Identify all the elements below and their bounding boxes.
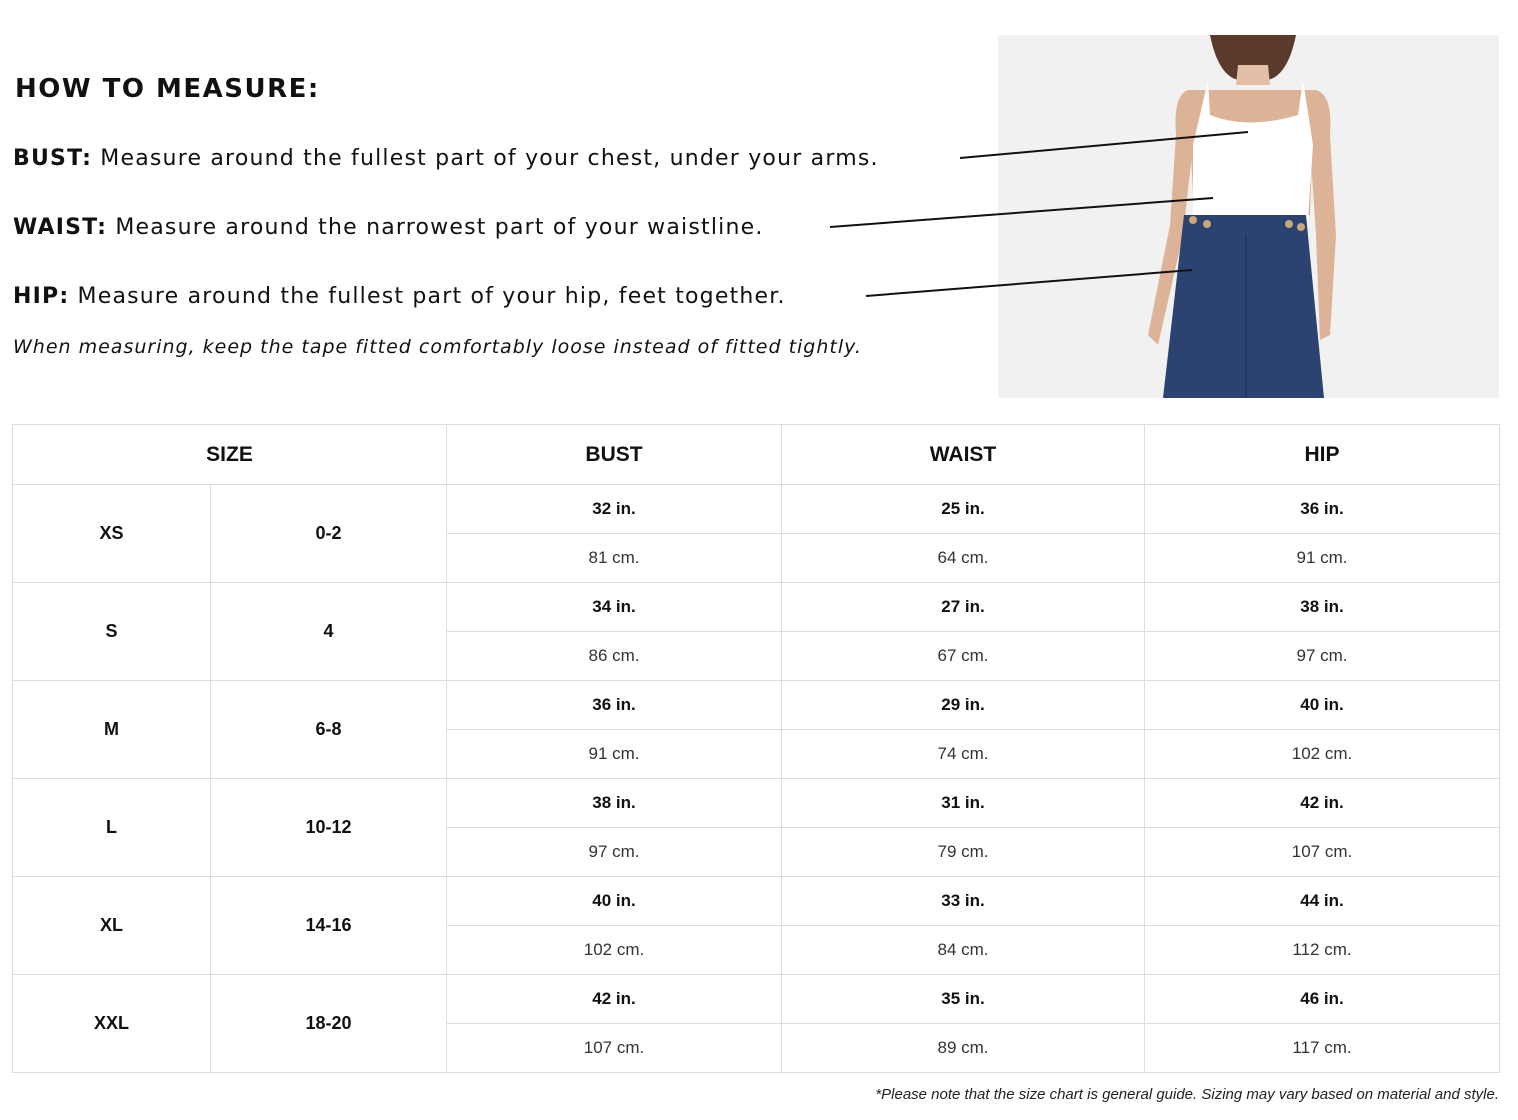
cell-hip-in: 36 in. bbox=[1144, 484, 1500, 534]
cell-size: S bbox=[12, 582, 211, 681]
model-photo bbox=[998, 35, 1499, 398]
cell-size: XS bbox=[12, 484, 211, 583]
guide-title: HOW TO MEASURE: bbox=[15, 74, 320, 104]
bust-text: Measure around the fullest part of your … bbox=[92, 146, 879, 171]
cell-hip-cm: 107 cm. bbox=[1144, 827, 1500, 877]
cell-waist-in: 35 in. bbox=[781, 974, 1145, 1024]
cell-waist-in: 31 in. bbox=[781, 778, 1145, 828]
cell-bust-cm: 102 cm. bbox=[446, 925, 782, 975]
cell-waist-in: 29 in. bbox=[781, 680, 1145, 730]
waist-text: Measure around the narrowest part of you… bbox=[107, 215, 764, 240]
table-row: 97 cm. 79 cm. 107 cm. bbox=[13, 827, 1500, 877]
cell-hip-cm: 117 cm. bbox=[1144, 1023, 1500, 1073]
cell-hip-in: 40 in. bbox=[1144, 680, 1500, 730]
cell-bust-in: 32 in. bbox=[446, 484, 782, 534]
cell-us: 10-12 bbox=[210, 778, 447, 877]
bust-label: BUST: bbox=[13, 146, 93, 171]
cell-waist-in: 27 in. bbox=[781, 582, 1145, 632]
table-row: XS 0-2 32 in. 25 in. 36 in. bbox=[12, 484, 1500, 583]
cell-waist-cm: 89 cm. bbox=[781, 1023, 1145, 1073]
table-row: 91 cm. 74 cm. 102 cm. bbox=[13, 729, 1500, 779]
cell-us: 0-2 bbox=[210, 484, 447, 583]
cell-waist-cm: 79 cm. bbox=[781, 827, 1145, 877]
cell-bust-cm: 81 cm. bbox=[446, 533, 782, 583]
cell-hip-in: 46 in. bbox=[1144, 974, 1500, 1024]
cell-hip-cm: 102 cm. bbox=[1144, 729, 1500, 779]
hip-instruction: HIP: Measure around the fullest part of … bbox=[13, 284, 786, 309]
hip-text: Measure around the fullest part of your … bbox=[69, 284, 786, 309]
cell-hip-in: 42 in. bbox=[1144, 778, 1500, 828]
cell-bust-cm: 107 cm. bbox=[446, 1023, 782, 1073]
cell-waist-in: 25 in. bbox=[781, 484, 1145, 534]
measuring-note: When measuring, keep the tape fitted com… bbox=[13, 336, 862, 358]
cell-bust-cm: 91 cm. bbox=[446, 729, 782, 779]
cell-hip-cm: 97 cm. bbox=[1144, 631, 1500, 681]
cell-waist-cm: 67 cm. bbox=[781, 631, 1145, 681]
cell-waist-cm: 64 cm. bbox=[781, 533, 1145, 583]
table-header-row: SIZE BUST WAIST HIP bbox=[12, 424, 1500, 485]
cell-bust-in: 34 in. bbox=[446, 582, 782, 632]
cell-bust-cm: 97 cm. bbox=[446, 827, 782, 877]
table-row: XL 14-16 40 in. 33 in. 44 in. bbox=[12, 876, 1500, 975]
cell-size: XL bbox=[12, 876, 211, 975]
cell-us: 14-16 bbox=[210, 876, 447, 975]
cell-us: 6-8 bbox=[210, 680, 447, 779]
cell-bust-in: 38 in. bbox=[446, 778, 782, 828]
table-row: XXL 18-20 42 in. 35 in. 46 in. bbox=[12, 974, 1500, 1073]
bust-instruction: BUST: Measure around the fullest part of… bbox=[13, 146, 879, 171]
table-row: 102 cm. 84 cm. 112 cm. bbox=[13, 925, 1500, 975]
header-bust: BUST bbox=[446, 424, 782, 485]
hip-label: HIP: bbox=[13, 284, 70, 309]
cell-hip-in: 44 in. bbox=[1144, 876, 1500, 926]
cell-waist-cm: 84 cm. bbox=[781, 925, 1145, 975]
cell-us: 4 bbox=[210, 582, 447, 681]
cell-size: L bbox=[12, 778, 211, 877]
cell-waist-cm: 74 cm. bbox=[781, 729, 1145, 779]
header-size: SIZE bbox=[12, 424, 447, 485]
table-row: S 4 34 in. 27 in. 38 in. bbox=[12, 582, 1500, 681]
table-row: L 10-12 38 in. 31 in. 42 in. bbox=[12, 778, 1500, 877]
size-chart-table: SIZE BUST WAIST HIP XS 0-2 32 in. 25 in. 36 … bbox=[12, 424, 1500, 1073]
table-row: 107 cm. 89 cm. 117 cm. bbox=[13, 1023, 1500, 1073]
cell-bust-in: 40 in. bbox=[446, 876, 782, 926]
cell-bust-in: 42 in. bbox=[446, 974, 782, 1024]
waist-label: WAIST: bbox=[13, 215, 108, 240]
cell-bust-cm: 86 cm. bbox=[446, 631, 782, 681]
cell-hip-cm: 112 cm. bbox=[1144, 925, 1500, 975]
cell-waist-in: 33 in. bbox=[781, 876, 1145, 926]
header-hip: HIP bbox=[1144, 424, 1500, 485]
cell-hip-cm: 91 cm. bbox=[1144, 533, 1500, 583]
waist-instruction: WAIST: Measure around the narrowest part… bbox=[13, 215, 764, 240]
table-row: M 6-8 36 in. 29 in. 40 in. bbox=[12, 680, 1500, 779]
footnote: *Please note that the size chart is gene… bbox=[875, 1086, 1499, 1103]
cell-bust-in: 36 in. bbox=[446, 680, 782, 730]
header-waist: WAIST bbox=[781, 424, 1145, 485]
cell-us: 18-20 bbox=[210, 974, 447, 1073]
cell-hip-in: 38 in. bbox=[1144, 582, 1500, 632]
cell-size: XXL bbox=[12, 974, 211, 1073]
cell-size: M bbox=[12, 680, 211, 779]
